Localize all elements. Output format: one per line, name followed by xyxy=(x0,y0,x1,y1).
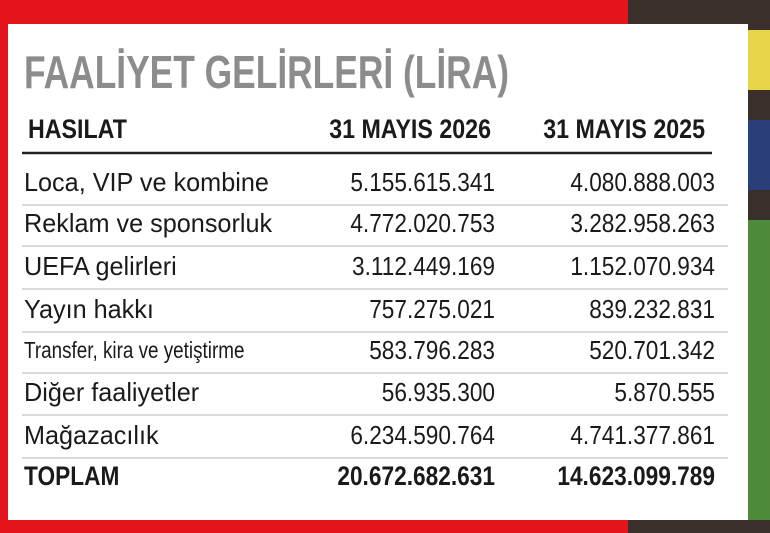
table: HASILAT 31 MAYIS 2026 31 MAYIS 2025 Loca, V… xyxy=(22,114,728,491)
value-cell: 4.772.020.753 xyxy=(350,208,495,238)
panel xyxy=(8,24,748,520)
row-label: Yayın hakkı xyxy=(24,294,154,324)
row-label: Reklam ve sponsorluk xyxy=(24,208,273,238)
row-label: Mağazacılık xyxy=(24,420,160,450)
value-cell: 520.701.342 xyxy=(589,335,715,365)
row-label: UEFA gelirleri xyxy=(24,251,177,281)
photo-detail xyxy=(748,220,770,520)
row-label: Loca, VIP ve kombine xyxy=(24,167,269,197)
header-cell: 31 MAYIS 2026 xyxy=(329,114,491,144)
total-cell: 20.672.682.631 xyxy=(337,461,495,491)
value-cell: 6.234.590.764 xyxy=(350,420,495,450)
photo-detail xyxy=(748,30,770,90)
header-cell: HASILAT xyxy=(28,114,127,144)
value-cell: 56.935.300 xyxy=(382,377,495,407)
value-cell: 3.282.958.263 xyxy=(570,208,715,238)
value-cell: 5.870.555 xyxy=(614,377,715,407)
value-cell: 839.232.831 xyxy=(589,294,715,324)
value-cell: 5.155.615.341 xyxy=(350,167,495,197)
total-cell: TOPLAM xyxy=(24,461,119,491)
value-cell: 1.152.070.934 xyxy=(570,251,715,281)
photo-detail xyxy=(748,120,770,190)
value-cell: 583.796.283 xyxy=(369,335,495,365)
value-cell: 4.080.888.003 xyxy=(570,167,715,197)
row-label: Diğer faaliyetler xyxy=(24,377,200,407)
row-label: Transfer, kira ve yetiştirme xyxy=(24,337,244,363)
title: FAALİYET GELİRLERİ (LİRA) xyxy=(24,46,509,98)
value-cell: 3.112.449.169 xyxy=(352,251,495,281)
value-cell: 757.275.021 xyxy=(369,294,495,324)
total-cell: 14.623.099.789 xyxy=(557,461,715,491)
header-cell: 31 MAYIS 2025 xyxy=(543,114,705,144)
value-cell: 4.741.377.861 xyxy=(570,420,715,450)
